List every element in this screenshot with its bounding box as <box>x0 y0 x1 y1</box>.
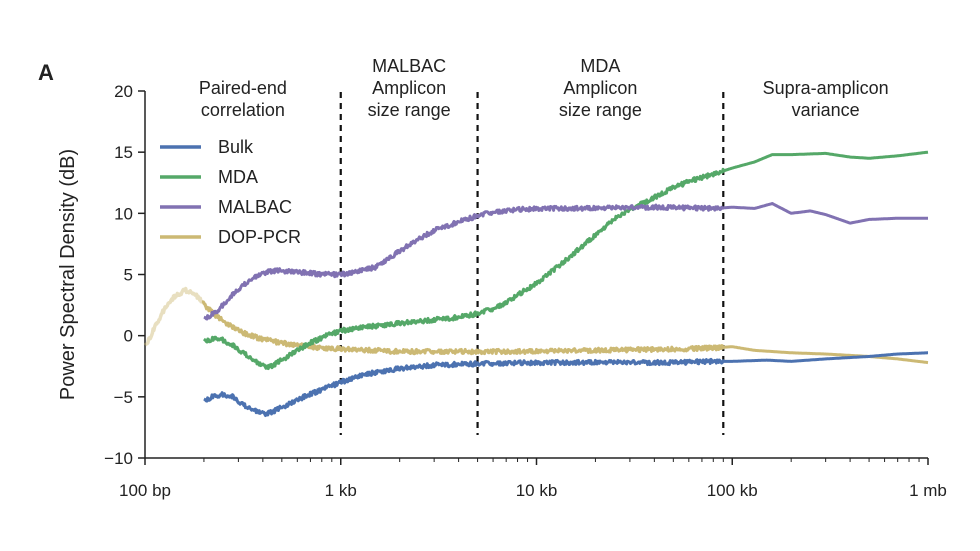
y-tick-label: 0 <box>124 327 133 346</box>
panel-label: A <box>38 60 54 85</box>
legend-label: DOP-PCR <box>218 227 301 247</box>
legend-label: MDA <box>218 167 258 187</box>
x-ticks: 100 bp 1 kb 10 kb 100 kb 1 mb <box>119 458 947 500</box>
region-annotations: Paired-endcorrelationMALBACAmpliconsize … <box>199 56 889 120</box>
region-label: MDA <box>580 56 620 76</box>
x-tick-label: 1 kb <box>325 481 357 500</box>
x-tick-label: 10 kb <box>516 481 558 500</box>
x-tick-label: 1 mb <box>909 481 947 500</box>
series-line-malbac <box>203 202 929 321</box>
y-tick-label: 5 <box>124 266 133 285</box>
region-label: MALBAC <box>372 56 446 76</box>
legend-label: MALBAC <box>218 197 292 217</box>
region-dividers <box>339 92 725 435</box>
region-label: Supra-amplicon <box>763 78 889 98</box>
legend: Bulk MDA MALBAC DOP-PCR <box>160 137 301 247</box>
series-line-bulk <box>203 351 929 417</box>
series-lines <box>143 150 929 417</box>
y-ticks: −10 −5 0 5 10 15 20 <box>104 82 145 468</box>
series-line-dop-pcr <box>201 300 929 365</box>
x-tick-label: 100 bp <box>119 481 171 500</box>
y-tick-label: 20 <box>114 82 133 101</box>
x-tick-label: 100 kb <box>707 481 758 500</box>
region-label: variance <box>792 100 860 120</box>
region-label: Amplicon <box>372 78 446 98</box>
y-tick-label: −5 <box>114 388 133 407</box>
y-tick-label: 15 <box>114 143 133 162</box>
y-axis-label: Power Spectral Density (dB) <box>57 149 79 400</box>
region-label: correlation <box>201 100 285 120</box>
region-label: size range <box>368 100 451 120</box>
region-label: Paired-end <box>199 78 287 98</box>
y-tick-label: −10 <box>104 449 133 468</box>
region-label: Amplicon <box>563 78 637 98</box>
y-tick-label: 10 <box>114 204 133 223</box>
series-line-mda <box>203 150 929 371</box>
legend-label: Bulk <box>218 137 254 157</box>
region-label: size range <box>559 100 642 120</box>
series-line-dop-pcr-faint <box>143 286 208 347</box>
